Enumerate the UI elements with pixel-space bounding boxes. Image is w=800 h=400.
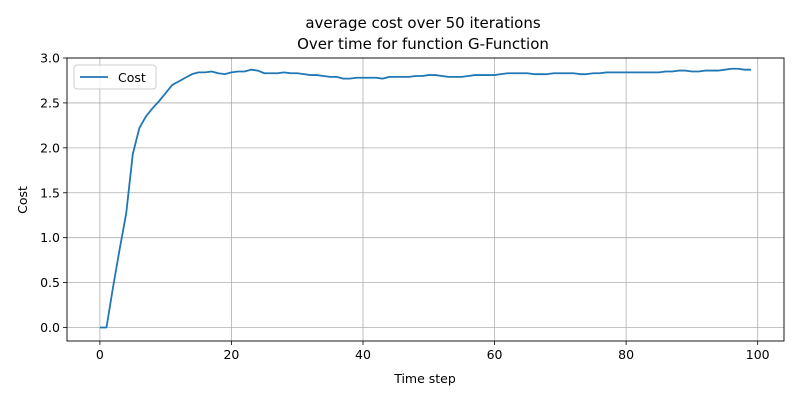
x-axis-label: Time step [393, 371, 456, 386]
x-tick-label: 40 [355, 347, 371, 362]
x-tick-label: 20 [223, 347, 239, 362]
legend-label-cost: Cost [118, 70, 146, 85]
grid-lines [67, 57, 784, 341]
chart-subtitle: Over time for function G-Function [297, 35, 549, 53]
legend-box [73, 64, 157, 90]
series-line-cost [99, 67, 752, 329]
x-tick-label: 100 [746, 347, 770, 362]
plot-frame [66, 57, 785, 342]
series-group [99, 67, 752, 329]
x-tick-label: 60 [487, 347, 503, 362]
y-tick-label: 2.5 [40, 95, 60, 110]
y-tick-label: 0.0 [40, 320, 60, 335]
y-tick-label: 1.5 [40, 185, 60, 200]
legend: Cost [73, 64, 157, 90]
y-axis-label: Cost [15, 186, 30, 214]
y-tick-label: 0.5 [40, 275, 60, 290]
x-tick-label: 0 [96, 347, 104, 362]
y-tick-label: 2.0 [40, 140, 60, 155]
axis-ticks: 0 20 40 60 80 100 0.0 0.5 1.0 1.5 2.0 2.5 3.0 [40, 51, 770, 363]
y-tick-label: 3.0 [40, 51, 60, 66]
chart-title: average cost over 50 iterations [305, 14, 541, 32]
y-tick-label: 1.0 [40, 230, 60, 245]
x-tick-label: 80 [618, 347, 634, 362]
